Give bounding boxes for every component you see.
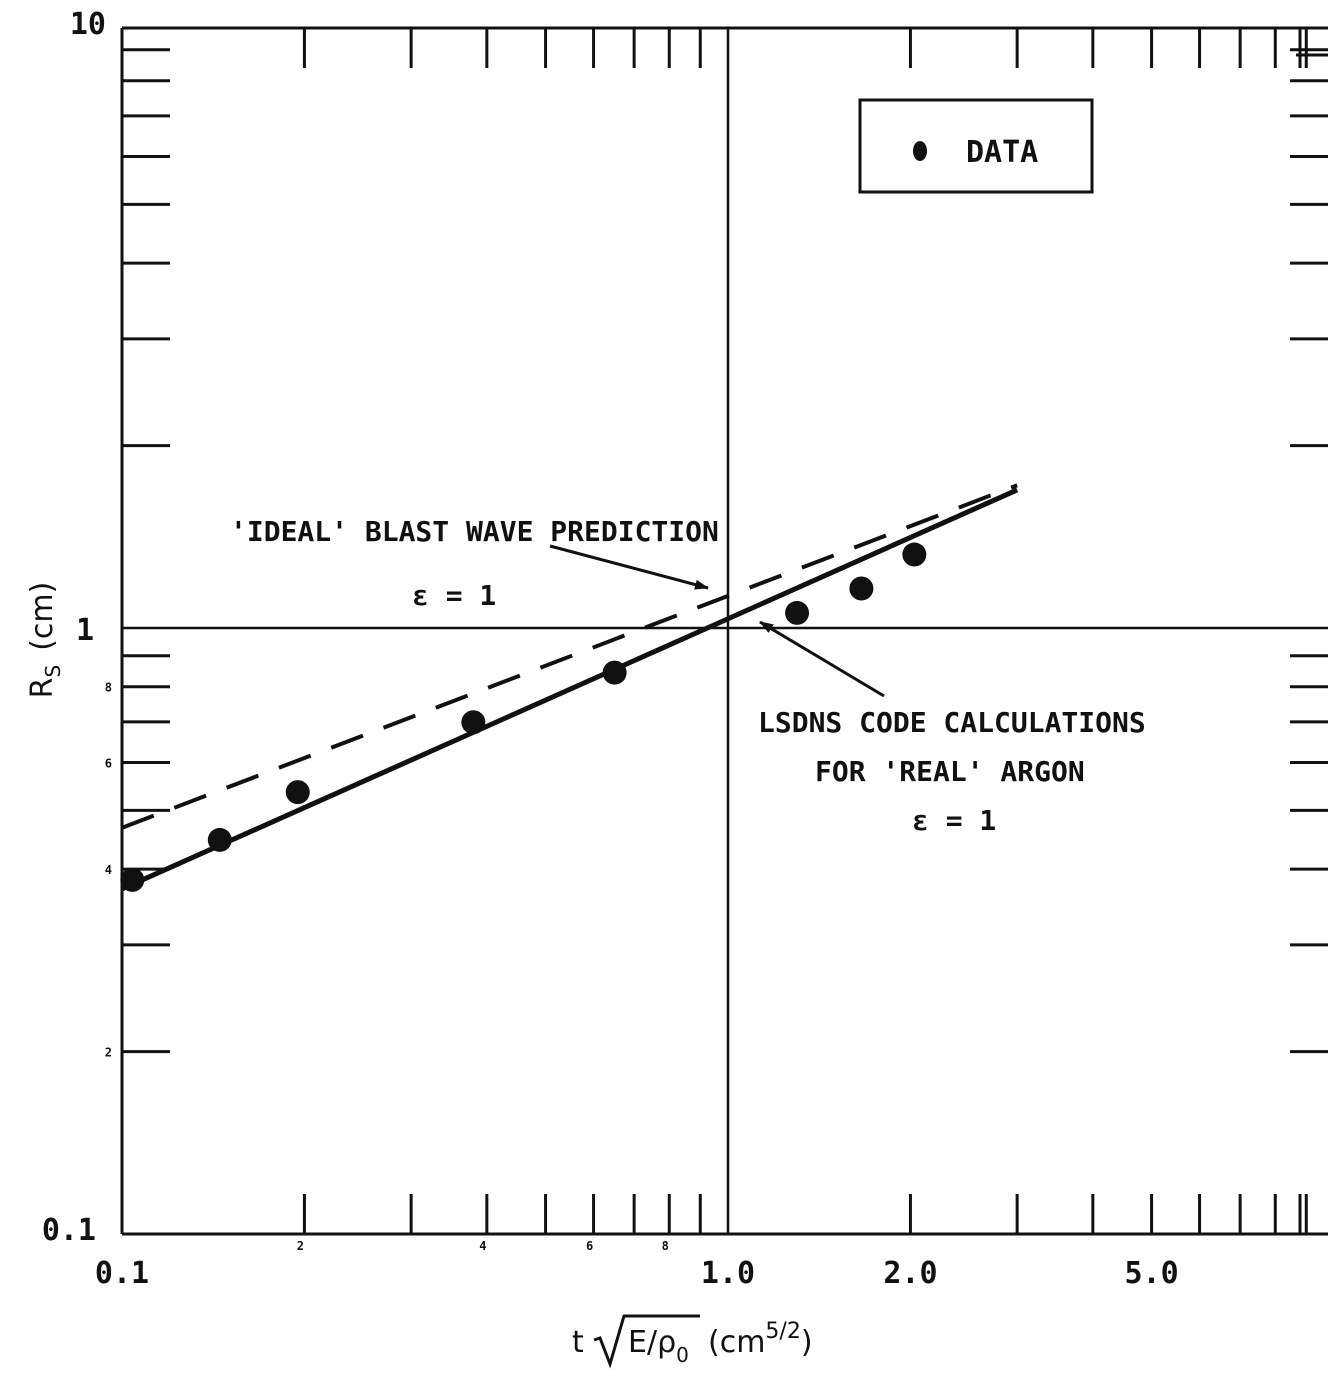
annotation-ideal-blast-wave: 'IDEAL' BLAST WAVE PREDICTION ε = 1 [230, 515, 719, 612]
y-tick-label: 8 [105, 681, 112, 695]
data-point [785, 600, 810, 625]
y-tick-label: 4 [105, 863, 112, 877]
x-axis-title-units: (cm5/2) [708, 1319, 813, 1360]
x-axis-title-radical [593, 1314, 700, 1369]
ideal-prediction-line [121, 483, 1018, 830]
annotation-ideal-line1: 'IDEAL' BLAST WAVE PREDICTION [230, 515, 719, 548]
y-axis-title-main: R [25, 677, 60, 698]
series-lines [120, 483, 1019, 892]
y-tick-label: 10 [70, 7, 106, 42]
data-point [461, 710, 486, 735]
legend: DATA [858, 98, 1094, 194]
legend-box [858, 98, 1094, 194]
annotation-ideal-arrow [549, 544, 709, 590]
data-points [120, 542, 927, 892]
axis-ticks [122, 28, 1328, 1234]
y-axis-title: RS (cm) [25, 582, 65, 699]
y-axis-title-units: (cm) [25, 582, 60, 651]
x-tick-label: 8 [662, 1239, 669, 1253]
x-axis-title-prefix: t [572, 1325, 584, 1360]
legend-label-data: DATA [966, 135, 1038, 170]
tick-labels: 0.1 2 4 6 8 1.0 2.0 5.0 10 1 0.1 8 6 4 2 [42, 7, 1179, 1291]
x-tick-label: 0.1 [95, 1256, 149, 1291]
annotation-lsdns: LSDNS CODE CALCULATIONS FOR 'REAL' ARGON… [758, 620, 1146, 837]
data-point [602, 660, 627, 685]
annotation-lsdns-line2: FOR 'REAL' ARGON [815, 755, 1085, 788]
x-tick-label: 2 [297, 1239, 304, 1253]
x-tick-label: 4 [479, 1239, 486, 1253]
x-tick-label: 2.0 [883, 1256, 937, 1291]
grid-lines [122, 28, 1328, 1234]
annotation-lsdns-arrow [759, 620, 885, 698]
annotation-lsdns-line3: ε = 1 [912, 804, 996, 837]
x-tick-label: 5.0 [1124, 1256, 1178, 1291]
legend-marker-data [913, 141, 927, 161]
y-axis-title-sub: S [41, 665, 65, 678]
x-axis-title-radicand: E/ρ0 [628, 1325, 689, 1367]
annotation-lsdns-line1: LSDNS CODE CALCULATIONS [758, 706, 1146, 739]
data-point [120, 867, 145, 892]
y-tick-label: 2 [105, 1046, 112, 1060]
y-tick-label: 0.1 [42, 1213, 96, 1248]
y-tick-label: 1 [76, 613, 94, 648]
data-point [285, 780, 310, 805]
lsdns-calculation-line [120, 487, 1019, 892]
x-axis-title: t E/ρ0 (cm5/2) [572, 1314, 813, 1369]
plot-frame [120, 26, 1328, 1236]
data-point [207, 827, 232, 852]
y-tick-label: 6 [105, 756, 112, 770]
data-point [902, 542, 927, 567]
x-tick-label: 6 [586, 1239, 593, 1253]
data-point [849, 576, 874, 601]
annotation-ideal-line2: ε = 1 [412, 579, 496, 612]
x-tick-label: 1.0 [701, 1256, 755, 1291]
